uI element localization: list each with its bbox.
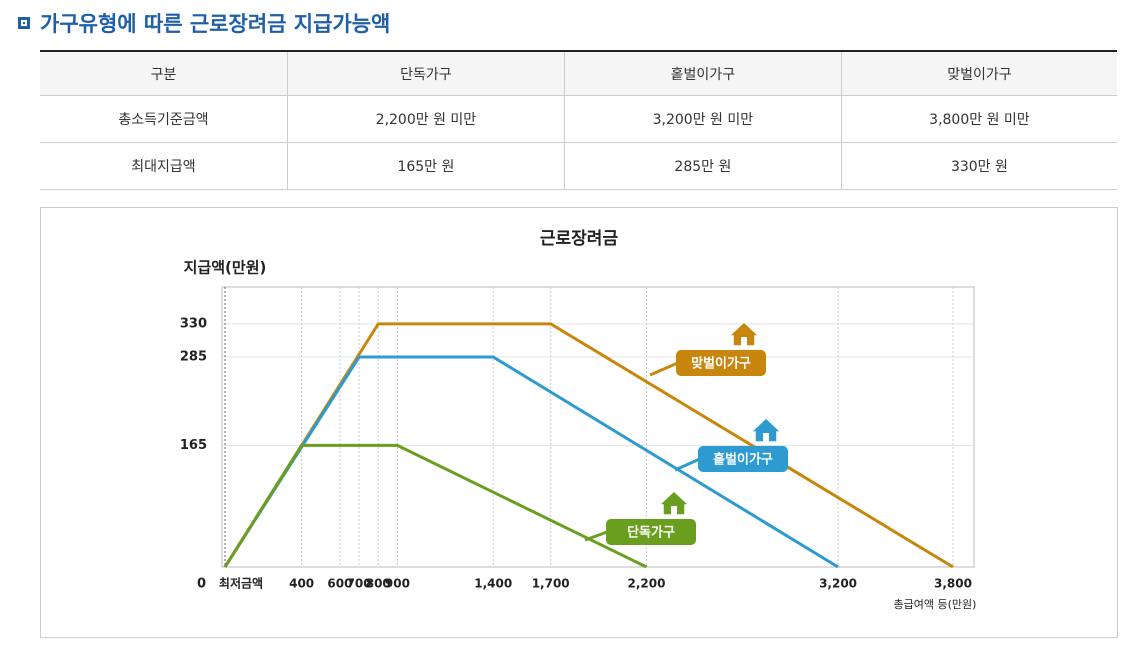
badge-box	[606, 519, 696, 545]
x-tick-label: 400	[289, 577, 314, 591]
x-tick-label: 700	[347, 577, 372, 591]
cell: 165만 원	[286, 142, 565, 190]
header-row: 구분 단독가구 홑벌이가구 맞벌이가구	[40, 51, 1117, 96]
row: 최대지급액 165만 원 285만 원 330만 원	[40, 142, 1117, 190]
house-icon	[727, 320, 761, 347]
x-tick-label: 1,700	[532, 577, 570, 591]
legend-label: 홑벌이가구	[713, 452, 773, 468]
badge-pointer	[584, 529, 611, 542]
badge-box	[698, 446, 788, 472]
y-axis-label: 지급액(만원)	[184, 259, 267, 277]
chart-title: 근로장려금	[540, 229, 619, 249]
y-tick-label: 330	[180, 316, 207, 331]
x-tick-label: 3,800	[934, 577, 972, 591]
badge-pointer	[649, 360, 681, 377]
legend-badge: 홑벌이가구	[674, 416, 788, 472]
x-tick-label: 900	[385, 577, 410, 591]
x-tick-label: 1,400	[474, 577, 512, 591]
cell: 2,200만 원 미만	[286, 95, 565, 143]
badge-box	[676, 350, 766, 376]
cell: 3,800만 원 미만	[840, 95, 1117, 143]
cell: 총소득기준금액	[40, 95, 288, 143]
legend-badge: 맞벌이가구	[649, 320, 766, 377]
row: 총소득기준금액 2,200만 원 미만 3,200만 원 미만 3,800만 원…	[40, 95, 1117, 143]
x-tick-label: 600	[327, 577, 352, 591]
x-tick-label: 800	[366, 577, 391, 591]
table: 구분 단독가구 홑벌이가구 맞벌이가구 총소득기준금액 2,200만 원 미만 …	[40, 50, 1117, 190]
x-tick-label: 3,200	[819, 577, 857, 591]
house-door	[741, 337, 747, 346]
header-cell: 단독가구	[286, 51, 565, 96]
chart-frame	[40, 207, 1118, 638]
x-axis-label: 총급여액 등(만원)	[894, 598, 977, 611]
badge-pointer	[674, 456, 703, 472]
x-tick-label: 최저금액	[219, 576, 263, 591]
legend-label: 맞벌이가구	[691, 356, 751, 372]
header-cell: 맞벌이가구	[840, 51, 1117, 96]
header-cell: 구분	[40, 51, 288, 96]
house-door	[671, 506, 677, 515]
cell: 3,200만 원 미만	[563, 95, 842, 143]
legend-label: 단독가구	[627, 525, 675, 541]
header-cell: 홑벌이가구	[563, 51, 842, 96]
x-tick-label: 2,200	[627, 577, 665, 591]
section-title: 가구유형에 따른 근로장려금 지급가능액	[18, 8, 390, 38]
house-door	[763, 433, 769, 442]
legend-badge: 단독가구	[584, 489, 696, 545]
y-tick-label: 165	[180, 438, 207, 453]
house-icon	[657, 489, 691, 516]
title-icon	[18, 17, 30, 29]
cell: 285만 원	[563, 142, 842, 190]
plot-area	[221, 286, 975, 568]
series-line	[223, 443, 648, 569]
title-text: 가구유형에 따른 근로장려금 지급가능액	[40, 12, 391, 36]
y-tick-label: 0	[197, 577, 206, 592]
house-icon	[749, 416, 783, 443]
y-tick-label: 285	[180, 350, 207, 365]
cell: 최대지급액	[40, 142, 288, 190]
cell: 330만 원	[840, 142, 1117, 190]
